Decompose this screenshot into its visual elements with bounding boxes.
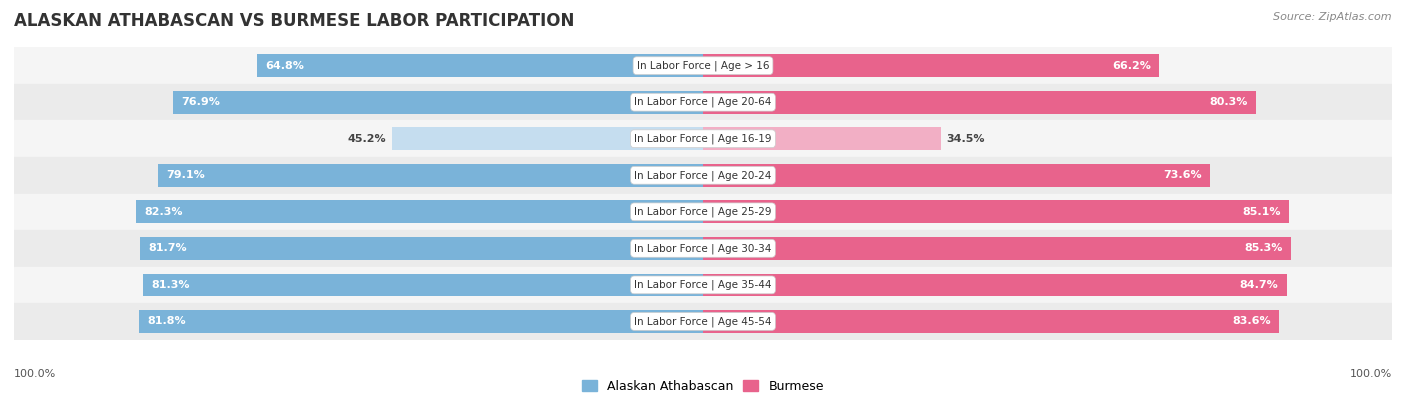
Text: 85.3%: 85.3% <box>1244 243 1282 253</box>
Text: 73.6%: 73.6% <box>1163 170 1202 180</box>
Text: 81.8%: 81.8% <box>148 316 187 326</box>
Bar <box>14 303 1392 340</box>
Text: In Labor Force | Age 30-34: In Labor Force | Age 30-34 <box>634 243 772 254</box>
Text: 45.2%: 45.2% <box>347 134 387 144</box>
Bar <box>14 267 1392 303</box>
Bar <box>14 157 1392 194</box>
Text: 85.1%: 85.1% <box>1243 207 1281 217</box>
Bar <box>703 91 1256 113</box>
Text: 34.5%: 34.5% <box>946 134 984 144</box>
Bar <box>14 47 1392 84</box>
Bar <box>157 164 703 186</box>
Bar <box>703 237 1291 260</box>
Text: In Labor Force | Age 45-54: In Labor Force | Age 45-54 <box>634 316 772 327</box>
Text: 84.7%: 84.7% <box>1240 280 1278 290</box>
Text: 80.3%: 80.3% <box>1209 97 1249 107</box>
Text: 82.3%: 82.3% <box>145 207 183 217</box>
Legend: Alaskan Athabascan, Burmese: Alaskan Athabascan, Burmese <box>576 375 830 395</box>
Text: In Labor Force | Age 35-44: In Labor Force | Age 35-44 <box>634 280 772 290</box>
Bar <box>14 230 1392 267</box>
Bar <box>143 274 703 296</box>
Text: In Labor Force | Age 16-19: In Labor Force | Age 16-19 <box>634 134 772 144</box>
Bar <box>392 128 703 150</box>
Text: In Labor Force | Age 20-64: In Labor Force | Age 20-64 <box>634 97 772 107</box>
Bar <box>14 120 1392 157</box>
Text: 79.1%: 79.1% <box>166 170 205 180</box>
Text: 81.3%: 81.3% <box>152 280 190 290</box>
Text: 100.0%: 100.0% <box>1350 369 1392 379</box>
Bar <box>703 55 1159 77</box>
Bar <box>703 164 1211 186</box>
Text: In Labor Force | Age 25-29: In Labor Force | Age 25-29 <box>634 207 772 217</box>
Text: 83.6%: 83.6% <box>1232 316 1271 326</box>
Bar <box>256 55 703 77</box>
Text: 100.0%: 100.0% <box>14 369 56 379</box>
Bar <box>173 91 703 113</box>
Bar <box>703 310 1279 333</box>
Text: In Labor Force | Age 20-24: In Labor Force | Age 20-24 <box>634 170 772 181</box>
Bar <box>703 201 1289 223</box>
Text: 66.2%: 66.2% <box>1112 61 1152 71</box>
Text: In Labor Force | Age > 16: In Labor Force | Age > 16 <box>637 60 769 71</box>
Bar <box>141 237 703 260</box>
Text: 81.7%: 81.7% <box>149 243 187 253</box>
Text: ALASKAN ATHABASCAN VS BURMESE LABOR PARTICIPATION: ALASKAN ATHABASCAN VS BURMESE LABOR PART… <box>14 12 575 30</box>
Bar <box>136 201 703 223</box>
Bar <box>139 310 703 333</box>
Bar <box>14 84 1392 120</box>
Bar <box>703 274 1286 296</box>
Bar <box>703 128 941 150</box>
Bar <box>14 194 1392 230</box>
Text: 76.9%: 76.9% <box>181 97 221 107</box>
Text: 64.8%: 64.8% <box>264 61 304 71</box>
Text: Source: ZipAtlas.com: Source: ZipAtlas.com <box>1274 12 1392 22</box>
